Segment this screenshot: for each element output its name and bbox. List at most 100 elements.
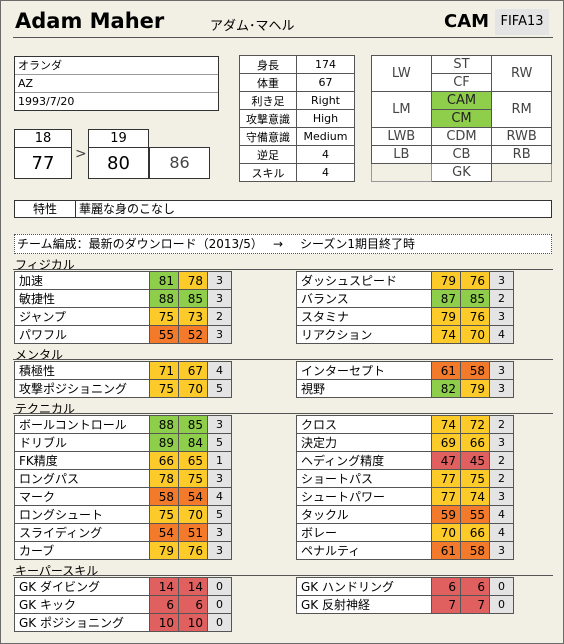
stat-row: シュートパワー 77 74 3: [296, 487, 514, 506]
stat-row: マーク 58 54 4: [14, 487, 232, 506]
stat-value-before: 72: [460, 415, 490, 434]
stat-value-after: 70: [431, 523, 461, 542]
profile-box: オランダ AZ 1993/7/20: [14, 56, 219, 111]
progression-source: チーム編成：最新のダウンロード（2013/5）: [17, 237, 263, 251]
stat-value-before: 6: [460, 577, 490, 596]
stat-growth: 3: [489, 361, 514, 380]
age-current: 18: [15, 130, 71, 148]
keeper-right-table: GK ハンドリング 6 6 0 GK 反射神経 7 7 0: [296, 577, 514, 614]
stat-value-after: 69: [431, 433, 461, 452]
body-attr-label: 体重: [239, 73, 297, 92]
stat-row: FK精度 66 65 1: [14, 451, 232, 470]
stat-value-after: 79: [431, 307, 461, 326]
stat-growth: 5: [207, 505, 232, 524]
stat-row: GK 反射神経 7 7 0: [296, 595, 514, 614]
stat-growth: 3: [207, 271, 232, 290]
stat-name: マーク: [14, 487, 150, 506]
stat-row: 積極性 71 67 4: [14, 361, 232, 380]
stat-growth: 0: [207, 595, 232, 614]
stat-name: FK精度: [14, 451, 150, 470]
stat-value-after: 75: [149, 505, 179, 524]
technical-left-table: ボールコントロール 88 85 3 ドリブル 89 84 5 FK精度 66 65 1 ロングパス 78 7…: [14, 415, 232, 560]
stat-value-after: 77: [431, 469, 461, 488]
stat-value-after: 74: [431, 325, 461, 344]
section-divider: [13, 575, 553, 576]
physical-attributes-table: 身長 174 体重 67 利き足 Right 攻撃意識 High 守備意識 Medium 逆足 4 スキ…: [239, 55, 355, 182]
section-divider: [13, 413, 553, 414]
stat-value-after: 82: [431, 379, 461, 398]
progression-target: シーズン1期目終了時: [300, 237, 416, 251]
stat-value-after: 75: [149, 307, 179, 326]
body-attr-label: 守備意識: [239, 127, 297, 146]
stat-growth: 0: [207, 613, 232, 632]
pos-st: ST: [430, 55, 493, 74]
stat-value-before: 85: [178, 289, 208, 308]
stat-row: 加速 81 78 3: [14, 271, 232, 290]
stat-row: GK ダイビング 14 14 0: [14, 577, 232, 596]
pos-lwb: LWB: [371, 127, 432, 146]
stat-growth: 3: [489, 433, 514, 452]
progress-arrow-icon: >: [75, 146, 87, 162]
stat-growth: 3: [489, 379, 514, 398]
stat-value-before: 75: [460, 469, 490, 488]
stat-value-before: 51: [178, 523, 208, 542]
body-attr-row: 体重 67: [239, 73, 355, 92]
pos-cm: CM: [430, 109, 493, 128]
stat-name: スライディング: [14, 523, 150, 542]
stat-value-before: 70: [178, 505, 208, 524]
stat-row: タックル 59 55 4: [296, 505, 514, 524]
stat-name: ジャンプ: [14, 307, 150, 326]
stat-row: GK ポジショニング 10 10 0: [14, 613, 232, 632]
stat-row: ロングパス 78 75 3: [14, 469, 232, 488]
position-grid: LW ST RW CF LM CAM RM CM LWB CDM RWB LB …: [371, 55, 552, 182]
stat-value-before: 76: [178, 541, 208, 560]
stat-name: 決定力: [296, 433, 432, 452]
stat-row: ダッシュスピード 79 76 3: [296, 271, 514, 290]
stat-name: GK 反射神経: [296, 595, 432, 614]
stat-value-after: 88: [149, 289, 179, 308]
stat-value-before: 85: [178, 415, 208, 434]
stat-value-before: 54: [178, 487, 208, 506]
stat-value-after: 10: [149, 613, 179, 632]
stat-value-after: 81: [149, 271, 179, 290]
stat-name: バランス: [296, 289, 432, 308]
body-attr-row: スキル 4: [239, 163, 355, 182]
stat-value-before: 7: [460, 595, 490, 614]
stat-row: カーブ 79 76 3: [14, 541, 232, 560]
trait-label: 特性: [33, 202, 58, 216]
stat-growth: 2: [489, 415, 514, 434]
stat-row: バランス 87 85 2: [296, 289, 514, 308]
stat-row: 敏捷性 88 85 3: [14, 289, 232, 308]
stat-value-after: 14: [149, 577, 179, 596]
body-attr-row: 身長 174: [239, 55, 355, 74]
country: オランダ: [15, 57, 218, 75]
stat-value-after: 61: [431, 361, 461, 380]
stat-value-after: 89: [149, 433, 179, 452]
stat-growth: 3: [489, 307, 514, 326]
stat-row: パワフル 55 52 3: [14, 325, 232, 344]
stat-value-after: 55: [149, 325, 179, 344]
section-physical: フィジカル: [15, 258, 75, 272]
stat-value-before: 70: [460, 325, 490, 344]
body-attr-row: 守備意識 Medium: [239, 127, 355, 146]
age-box-next: 19 80: [88, 129, 149, 179]
body-attr-label: 利き足: [239, 91, 297, 110]
overall-current: 77: [31, 153, 55, 174]
stat-name: GK ダイビング: [14, 577, 150, 596]
section-keeper: キーパースキル: [15, 564, 99, 578]
stat-name: 敏捷性: [14, 289, 150, 308]
stat-name: 視野: [296, 379, 432, 398]
pos-empty-left: [371, 163, 432, 182]
stat-value-after: 71: [149, 361, 179, 380]
stat-growth: 4: [207, 361, 232, 380]
stat-value-before: 73: [178, 307, 208, 326]
stat-growth: 2: [489, 469, 514, 488]
body-attr-label: 身長: [239, 55, 297, 74]
stat-name: ペナルティ: [296, 541, 432, 560]
stat-name: ロングシュート: [14, 505, 150, 524]
body-attr-value: 67: [296, 73, 355, 92]
pos-cdm: CDM: [430, 127, 493, 146]
stat-growth: 1: [207, 451, 232, 470]
stat-value-before: 74: [460, 487, 490, 506]
